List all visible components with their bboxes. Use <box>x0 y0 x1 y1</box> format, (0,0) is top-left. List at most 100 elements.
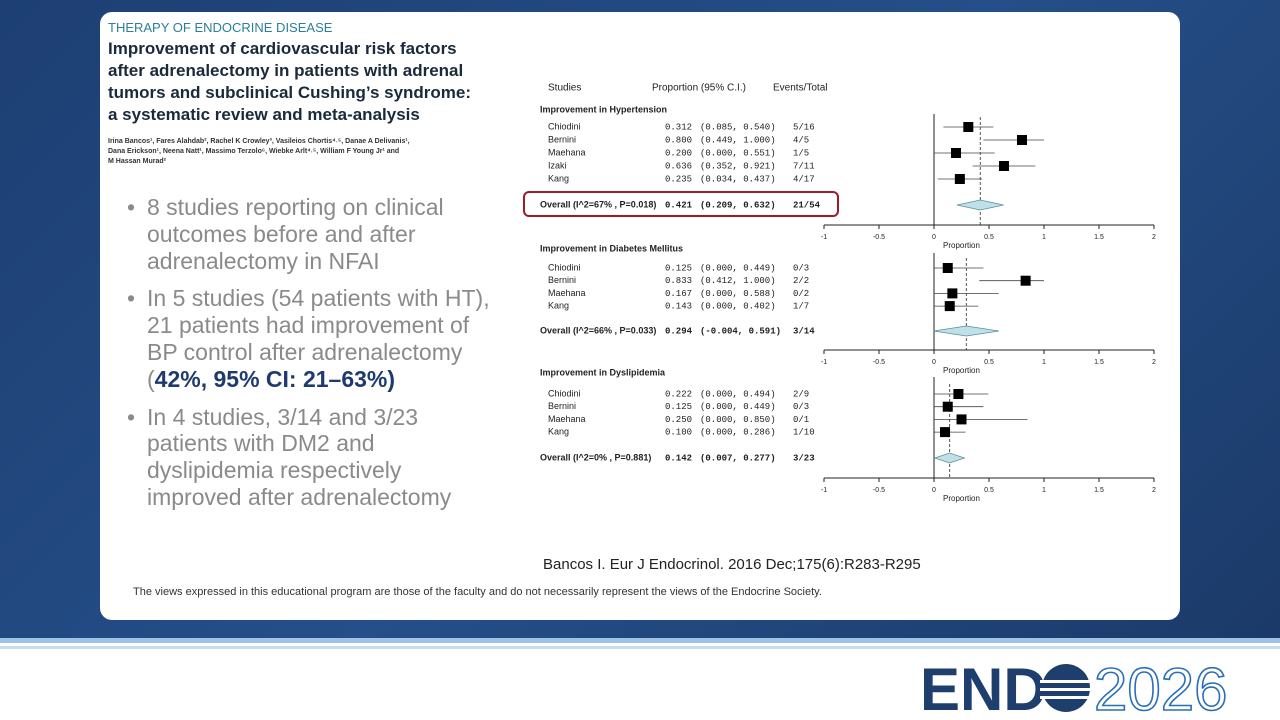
estimate: 0.222 <box>665 389 692 399</box>
estimate: 0.833 <box>665 276 692 286</box>
estimate: 0.100 <box>665 427 692 437</box>
bullet-text: In 5 studies (54 patients with HT), 21 p… <box>147 285 490 392</box>
tick-label: 2 <box>1152 234 1156 241</box>
study-name: Maehana <box>548 288 586 298</box>
tick-label: -0.5 <box>873 487 885 494</box>
forest-plot: Studies Proportion (95% C.I.) Events/Total… <box>523 83 1156 503</box>
estimate-marker <box>942 401 953 412</box>
tick-label: 0.5 <box>984 234 994 241</box>
ci: (0.352, 0.921) <box>700 161 776 171</box>
bullet-text: 8 studies reporting on clinical outcomes… <box>147 194 444 274</box>
tick-label: 0.5 <box>984 359 994 366</box>
paper-title: a systematic review and meta-analysis <box>108 105 420 124</box>
tick-label: 1 <box>1042 487 1046 494</box>
events: 4/17 <box>793 174 815 184</box>
section-title: Improvement in Dyslipidemia <box>540 367 666 377</box>
bullet: In 4 studies, 3/14 and 3/23 patients wit… <box>127 404 502 511</box>
estimate: 0.235 <box>665 174 692 184</box>
ci: (0.034, 0.437) <box>700 174 776 184</box>
bullet-list: 8 studies reporting on clinical outcomes… <box>127 194 502 522</box>
overall-label: Overall (I^2=67% , P=0.018) <box>540 199 656 209</box>
authors: Irina Bancos¹, Fares Alahdab², Rachel K … <box>108 138 410 145</box>
overall-label: Overall (I^2=0% , P=0.881) <box>540 452 651 462</box>
footer-band: END 2026 <box>0 638 1280 720</box>
paper-title: after adrenalectomy in patients with adr… <box>108 61 464 80</box>
estimate: 0.125 <box>665 263 692 273</box>
estimate-marker <box>951 148 961 158</box>
tick-label: 1.5 <box>1094 359 1104 366</box>
overall-label: Overall (I^2=66% , P=0.033) <box>540 325 656 335</box>
section-title: Improvement in Diabetes Mellitus <box>540 243 683 253</box>
overall-events: 21/54 <box>793 200 821 210</box>
tick-label: 2 <box>1152 487 1156 494</box>
authors: Dana Erickson¹, Neena Natt¹, Massimo Ter… <box>108 148 400 155</box>
overall-ci: (-0.004, 0.591) <box>700 326 781 336</box>
events: 2/9 <box>793 389 809 399</box>
events: 0/2 <box>793 289 809 299</box>
ci: (0.000, 0.402) <box>700 301 776 311</box>
events: 1/10 <box>793 427 815 437</box>
estimate: 0.312 <box>665 122 692 132</box>
tick-label: 1 <box>1042 234 1046 241</box>
events: 7/11 <box>793 161 815 171</box>
estimate-marker <box>944 301 955 312</box>
bullet: 8 studies reporting on clinical outcomes… <box>127 194 502 274</box>
column-header: Studies <box>548 83 581 94</box>
events: 1/5 <box>793 148 809 158</box>
ci: (0.000, 0.286) <box>700 427 776 437</box>
events: 5/16 <box>793 122 815 132</box>
tick-label: 0 <box>932 234 936 241</box>
logo-o <box>1040 664 1092 712</box>
tick-label: 1 <box>1042 359 1046 366</box>
pooled-diamond <box>933 452 966 464</box>
estimate-marker <box>1020 275 1031 286</box>
study-name: Bernini <box>548 275 576 285</box>
study-name: Bernini <box>548 401 576 411</box>
estimate-marker <box>1017 135 1027 145</box>
study-name: Kang <box>548 426 569 436</box>
estimate: 0.636 <box>665 161 692 171</box>
tick-label: -0.5 <box>873 234 885 241</box>
tick-label: 0 <box>932 487 936 494</box>
paper-title: tumors and subclinical Cushing’s syndrom… <box>108 83 472 102</box>
estimate-marker <box>954 174 965 184</box>
estimate-marker <box>947 288 958 299</box>
section-title: Improvement in Hypertension <box>540 104 667 114</box>
study-name: Izaki <box>548 160 567 170</box>
estimate: 0.167 <box>665 289 692 299</box>
axis-label: Proportion <box>943 494 980 503</box>
study-name: Maehana <box>548 147 586 157</box>
axis-label: Proportion <box>943 366 980 375</box>
overall-estimate: 0.421 <box>665 200 693 210</box>
estimate: 0.200 <box>665 148 692 158</box>
events: 0/3 <box>793 402 809 412</box>
logo-text: END <box>920 656 1047 720</box>
events: 2/2 <box>793 276 809 286</box>
citation: Bancos I. Eur J Endocrinol. 2016 Dec;175… <box>543 556 921 573</box>
events: 1/7 <box>793 301 809 311</box>
ci: (0.412, 1.000) <box>700 276 776 286</box>
estimate-marker <box>963 122 974 132</box>
estimate-marker <box>998 161 1009 171</box>
bullet-emphasis: 42%, 95% CI: 21–63%) <box>154 365 396 392</box>
study-name: Chiodini <box>548 262 581 272</box>
highlight-box <box>523 191 839 217</box>
tick-label: -1 <box>821 234 827 241</box>
tick-label: 2 <box>1152 359 1156 366</box>
authors: M Hassan Murad² <box>108 158 166 165</box>
footer: END 2026 <box>0 638 1280 720</box>
tick-label: 1.5 <box>1094 234 1104 241</box>
tick-label: -1 <box>821 359 827 366</box>
stripe <box>0 638 1280 643</box>
overall-events: 3/14 <box>793 326 815 336</box>
overall-events: 3/23 <box>793 453 815 463</box>
estimate: 0.125 <box>665 402 692 412</box>
ci: (0.000, 0.850) <box>700 415 776 425</box>
estimate-marker <box>953 389 964 399</box>
bullet: In 5 studies (54 patients with HT), 21 p… <box>127 285 502 392</box>
pooled-diamond <box>933 325 1000 337</box>
ci: (0.000, 0.449) <box>700 263 776 273</box>
ci: (0.000, 0.588) <box>700 289 776 299</box>
overall-estimate: 0.142 <box>665 453 692 463</box>
